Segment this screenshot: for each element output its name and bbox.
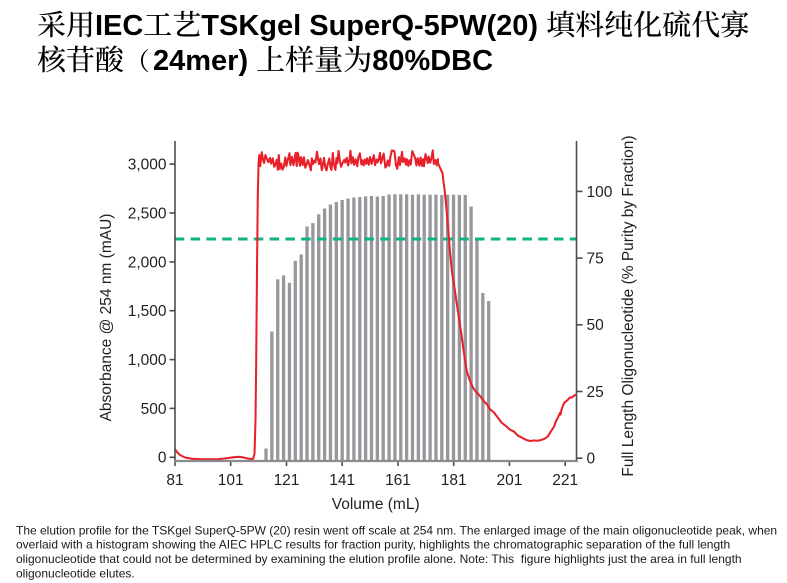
svg-text:Full Length Oligonucleotide (%: Full Length Oligonucleotide (% Purity by… xyxy=(620,135,637,476)
svg-text:161: 161 xyxy=(385,472,411,489)
svg-text:181: 181 xyxy=(441,472,467,489)
svg-text:500: 500 xyxy=(141,401,167,418)
svg-text:121: 121 xyxy=(274,472,300,489)
svg-text:75: 75 xyxy=(587,251,604,268)
svg-text:Absorbance @ 254 nm (mAU): Absorbance @ 254 nm (mAU) xyxy=(98,214,115,422)
svg-text:25: 25 xyxy=(587,384,604,401)
svg-text:80%DBC: 80%DBC xyxy=(372,45,493,77)
svg-text:100: 100 xyxy=(587,184,613,201)
svg-text:Volume (mL): Volume (mL) xyxy=(332,496,420,513)
svg-text:3,000: 3,000 xyxy=(128,157,167,174)
svg-text:50: 50 xyxy=(587,317,605,334)
svg-text:2,500: 2,500 xyxy=(128,205,167,222)
svg-text:1,500: 1,500 xyxy=(128,303,167,320)
svg-text:24mer): 24mer) xyxy=(153,45,256,77)
svg-text:201: 201 xyxy=(496,472,522,489)
svg-text:The elution profile for the TS: The elution profile for the TSKgel Super… xyxy=(16,523,777,537)
svg-text:overlaid with a histogram show: overlaid with a histogram showing the AI… xyxy=(16,538,730,552)
svg-text:141: 141 xyxy=(329,472,355,489)
svg-text:IEC: IEC xyxy=(95,10,143,42)
svg-text:0: 0 xyxy=(158,450,167,467)
svg-text:81: 81 xyxy=(166,472,183,489)
svg-text:221: 221 xyxy=(552,472,578,489)
svg-text:2,000: 2,000 xyxy=(128,254,167,271)
svg-text:oligonucleotide that could not: oligonucleotide that could not be determ… xyxy=(16,552,742,566)
svg-text:TSKgel SuperQ-5PW(20): TSKgel SuperQ-5PW(20) xyxy=(201,10,546,42)
svg-text:0: 0 xyxy=(587,451,596,468)
svg-text:1,000: 1,000 xyxy=(128,352,167,369)
svg-text:101: 101 xyxy=(218,472,244,489)
svg-text:oligonucleotide elutes.: oligonucleotide elutes. xyxy=(16,566,135,580)
